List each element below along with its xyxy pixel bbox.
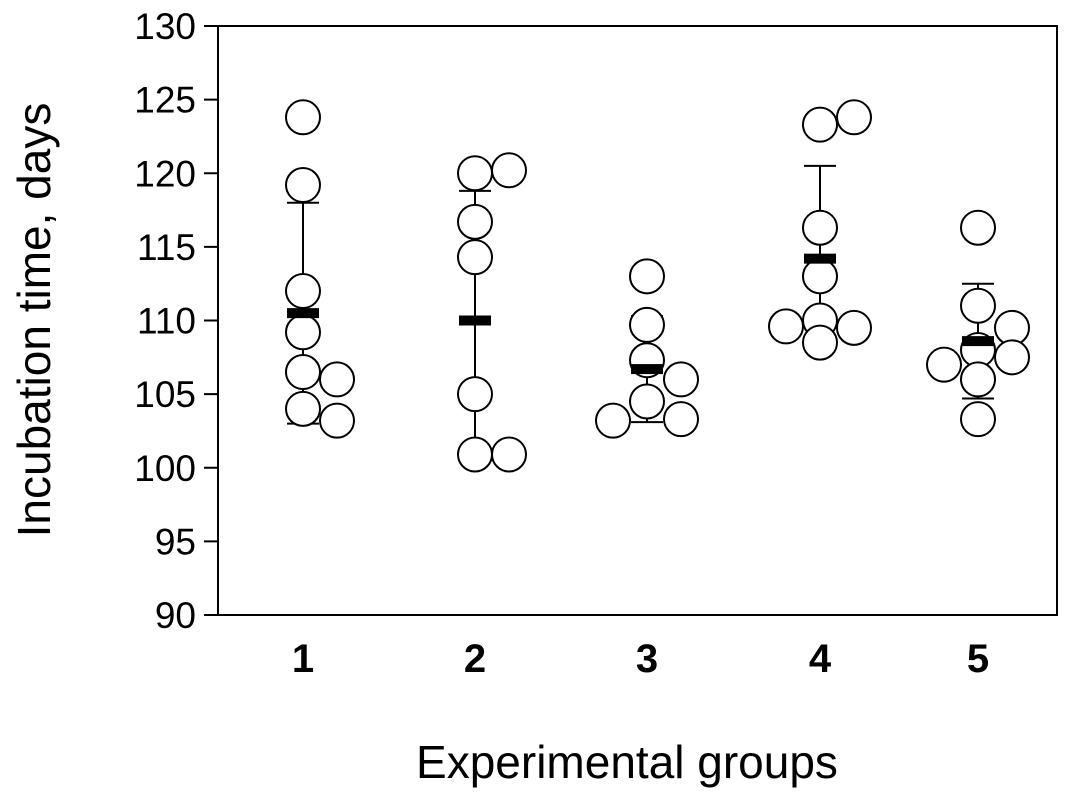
data-point <box>285 354 321 391</box>
data-point <box>802 106 838 143</box>
data-point <box>960 361 996 398</box>
data-point <box>285 390 321 427</box>
y-tick-label: 130 <box>134 6 196 47</box>
data-point <box>491 436 527 473</box>
data-point <box>319 402 355 439</box>
group-2 <box>457 152 527 473</box>
data-point <box>994 339 1030 376</box>
data-point <box>629 383 665 420</box>
mean-marker <box>804 253 836 264</box>
y-tick-label: 120 <box>134 153 196 194</box>
axes <box>204 25 1058 616</box>
data-point <box>663 401 699 438</box>
x-tick-label: 3 <box>636 637 658 681</box>
x-tick-label: 1 <box>292 637 314 681</box>
group-1 <box>285 99 355 439</box>
group-5 <box>926 209 1030 438</box>
data-point <box>629 258 665 295</box>
group-4 <box>768 99 872 361</box>
data-point <box>926 346 962 383</box>
data-point <box>457 239 493 276</box>
y-axis-title: Incubation time, days <box>8 103 60 538</box>
x-axis-title: Experimental groups <box>416 736 838 788</box>
data-layer <box>285 99 1030 473</box>
mean-marker <box>459 315 491 326</box>
data-point <box>285 99 321 136</box>
data-point <box>960 401 996 438</box>
data-point <box>595 402 631 439</box>
data-point <box>768 308 804 345</box>
data-point <box>802 258 838 295</box>
y-tick-label: 100 <box>134 448 196 489</box>
mean-marker <box>287 308 319 319</box>
y-tick-label: 95 <box>155 521 196 562</box>
data-point <box>457 376 493 413</box>
data-point <box>802 324 838 361</box>
labels: 90 95 100 105 110 115 120 125 130 1 2 3 4 5 <box>134 6 989 681</box>
data-point <box>802 209 838 246</box>
data-point <box>457 436 493 473</box>
y-tick-label: 125 <box>134 80 196 121</box>
data-point <box>836 99 872 136</box>
data-point <box>285 273 321 310</box>
y-tick-label: 90 <box>155 595 196 636</box>
mean-marker <box>631 364 663 375</box>
data-point <box>285 314 321 351</box>
y-tick-label: 105 <box>134 374 196 415</box>
data-point <box>457 155 493 192</box>
data-point <box>491 152 527 189</box>
data-point <box>629 306 665 343</box>
data-point <box>285 167 321 204</box>
x-tick-label: 4 <box>809 637 832 681</box>
data-point <box>319 361 355 398</box>
x-tick-label: 5 <box>967 637 989 681</box>
data-point <box>960 209 996 246</box>
x-tick-label: 2 <box>464 637 486 681</box>
mean-marker <box>962 336 994 347</box>
data-point <box>457 203 493 240</box>
group-3 <box>595 258 699 439</box>
data-point <box>960 287 996 324</box>
y-tick-label: 115 <box>137 227 196 268</box>
data-point <box>663 361 699 398</box>
data-point <box>836 309 872 346</box>
y-tick-label: 110 <box>137 301 196 342</box>
